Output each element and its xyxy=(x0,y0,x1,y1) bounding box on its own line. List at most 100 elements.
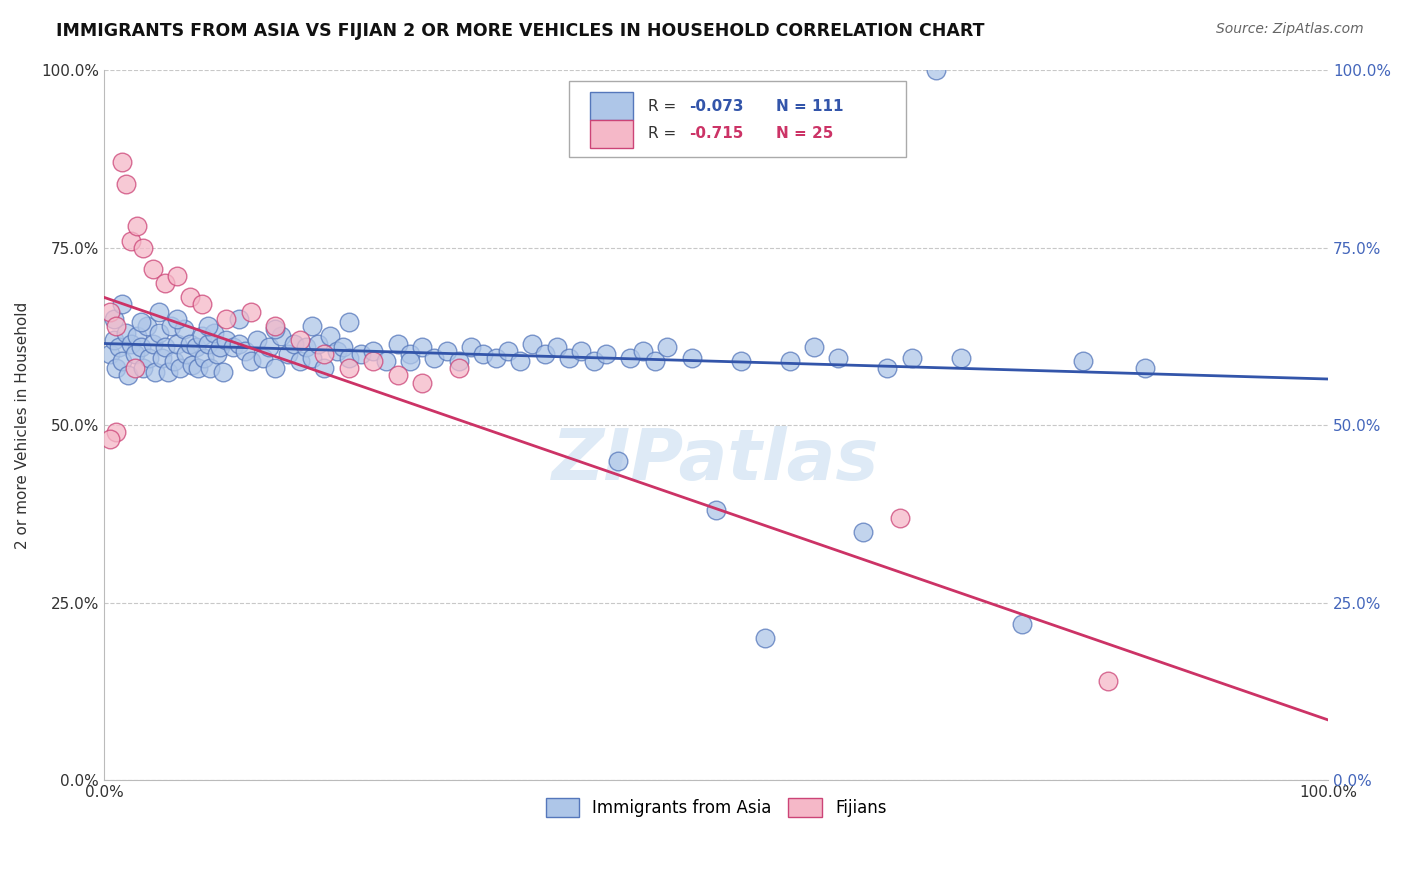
Point xyxy=(332,340,354,354)
Point xyxy=(156,365,179,379)
Point xyxy=(111,155,134,169)
Point xyxy=(181,358,204,372)
Point xyxy=(103,333,125,347)
Point xyxy=(319,329,342,343)
Point xyxy=(509,354,531,368)
Point xyxy=(607,453,630,467)
Point xyxy=(215,333,238,347)
Point xyxy=(111,297,134,311)
Text: N = 25: N = 25 xyxy=(776,127,834,142)
Point xyxy=(374,354,396,368)
Point xyxy=(1097,673,1119,688)
Point xyxy=(655,340,678,354)
Point xyxy=(233,343,256,358)
FancyBboxPatch shape xyxy=(591,92,633,120)
Point xyxy=(200,361,222,376)
Point xyxy=(115,326,138,340)
Point xyxy=(582,354,605,368)
Point xyxy=(350,347,373,361)
Point xyxy=(135,318,157,333)
Point xyxy=(399,347,422,361)
Point xyxy=(288,354,311,368)
Point xyxy=(411,340,433,354)
Point xyxy=(264,361,287,376)
Point xyxy=(98,347,121,361)
Point xyxy=(257,340,280,354)
Point xyxy=(447,354,470,368)
Point xyxy=(105,425,128,440)
Point xyxy=(120,336,142,351)
Point xyxy=(98,304,121,318)
Point xyxy=(325,343,347,358)
Point xyxy=(211,365,233,379)
Point xyxy=(129,340,152,354)
Point xyxy=(166,336,188,351)
Point xyxy=(246,333,269,347)
Point xyxy=(264,322,287,336)
Point xyxy=(1071,354,1094,368)
Point xyxy=(496,343,519,358)
FancyBboxPatch shape xyxy=(569,80,905,157)
Point xyxy=(132,241,155,255)
Point xyxy=(447,361,470,376)
Point xyxy=(173,322,195,336)
Point xyxy=(105,318,128,333)
Point xyxy=(120,234,142,248)
Point xyxy=(184,340,207,354)
Point xyxy=(307,336,329,351)
Point xyxy=(301,351,323,365)
Point xyxy=(105,361,128,376)
Text: ZIPatlas: ZIPatlas xyxy=(553,426,880,495)
Point xyxy=(681,351,703,365)
Point xyxy=(1133,361,1156,376)
Point xyxy=(901,351,924,365)
Point xyxy=(571,343,593,358)
Point xyxy=(423,351,446,365)
Point xyxy=(522,336,544,351)
Point xyxy=(150,351,173,365)
Point xyxy=(132,361,155,376)
Point xyxy=(644,354,666,368)
Point xyxy=(215,311,238,326)
Point xyxy=(124,347,146,361)
Point xyxy=(191,297,214,311)
Point xyxy=(558,351,581,365)
Point xyxy=(179,290,201,304)
Point xyxy=(546,340,568,354)
Point xyxy=(533,347,555,361)
Point xyxy=(221,340,243,354)
Point xyxy=(277,347,299,361)
Point xyxy=(111,354,134,368)
FancyBboxPatch shape xyxy=(591,120,633,148)
Point xyxy=(197,318,219,333)
Point xyxy=(314,347,336,361)
Text: Source: ZipAtlas.com: Source: ZipAtlas.com xyxy=(1216,22,1364,37)
Point xyxy=(193,351,215,365)
Point xyxy=(411,376,433,390)
Point xyxy=(337,361,360,376)
Point xyxy=(252,351,274,365)
Point xyxy=(169,361,191,376)
Text: N = 111: N = 111 xyxy=(776,99,844,114)
Point xyxy=(704,503,727,517)
Point xyxy=(205,347,228,361)
Point xyxy=(103,311,125,326)
Point xyxy=(142,261,165,276)
Point xyxy=(472,347,495,361)
Point xyxy=(754,632,776,646)
Legend: Immigrants from Asia, Fijians: Immigrants from Asia, Fijians xyxy=(537,789,894,825)
Point xyxy=(889,510,911,524)
Point xyxy=(270,329,292,343)
Point xyxy=(288,333,311,347)
Point xyxy=(283,336,305,351)
Point xyxy=(107,340,129,354)
Point xyxy=(295,340,318,354)
Point xyxy=(148,304,170,318)
Text: -0.073: -0.073 xyxy=(689,99,744,114)
Point xyxy=(399,354,422,368)
Point xyxy=(187,361,209,376)
Point xyxy=(174,347,197,361)
Point xyxy=(361,343,384,358)
Point xyxy=(115,177,138,191)
Point xyxy=(779,354,801,368)
